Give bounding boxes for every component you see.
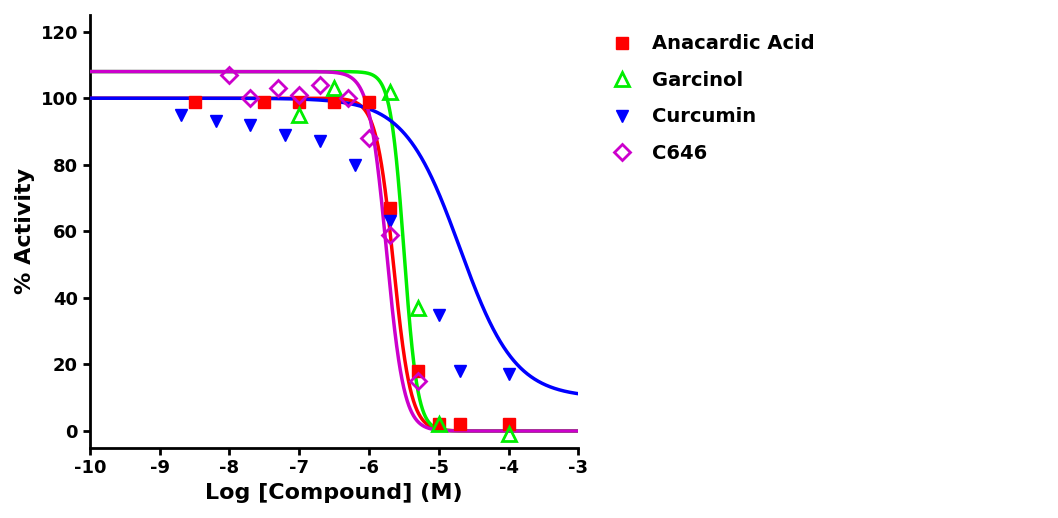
Garcinol [433,421,445,427]
Garcinol [503,431,515,437]
C646 [272,85,285,91]
Y-axis label: % Activity: % Activity [15,168,35,294]
Curcumin [314,138,327,145]
Anacardic Acid [454,421,467,427]
Curcumin [454,368,467,374]
Anacardic Acid [258,98,271,105]
C646 [384,232,397,238]
Curcumin [349,162,362,168]
X-axis label: Log [Compound] (M): Log [Compound] (M) [205,483,463,503]
Anacardic Acid [188,98,201,105]
Line: Curcumin: Curcumin [175,109,515,381]
Line: C646: C646 [224,69,423,386]
Legend: Anacardic Acid, Garcinol, Curcumin, C646: Anacardic Acid, Garcinol, Curcumin, C646 [598,25,825,172]
Line: Garcinol: Garcinol [292,81,515,441]
C646 [244,95,257,102]
Anacardic Acid [433,421,445,427]
Anacardic Acid [293,98,306,105]
Anacardic Acid [328,98,341,105]
Garcinol [328,85,341,91]
Curcumin [433,311,445,318]
Line: Anacardic Acid: Anacardic Acid [188,95,515,430]
Curcumin [244,122,257,128]
Curcumin [503,371,515,378]
Curcumin [175,112,187,118]
Garcinol [384,89,397,95]
Anacardic Acid [363,98,376,105]
C646 [314,82,327,88]
Garcinol [412,305,424,311]
C646 [363,135,376,141]
C646 [412,378,424,384]
C646 [223,72,236,78]
Anacardic Acid [503,421,515,427]
Anacardic Acid [384,205,397,211]
Curcumin [279,132,292,138]
Garcinol [293,112,306,118]
C646 [293,92,306,98]
Curcumin [209,119,222,125]
C646 [342,95,354,102]
Anacardic Acid [412,368,424,374]
Curcumin [384,218,397,224]
